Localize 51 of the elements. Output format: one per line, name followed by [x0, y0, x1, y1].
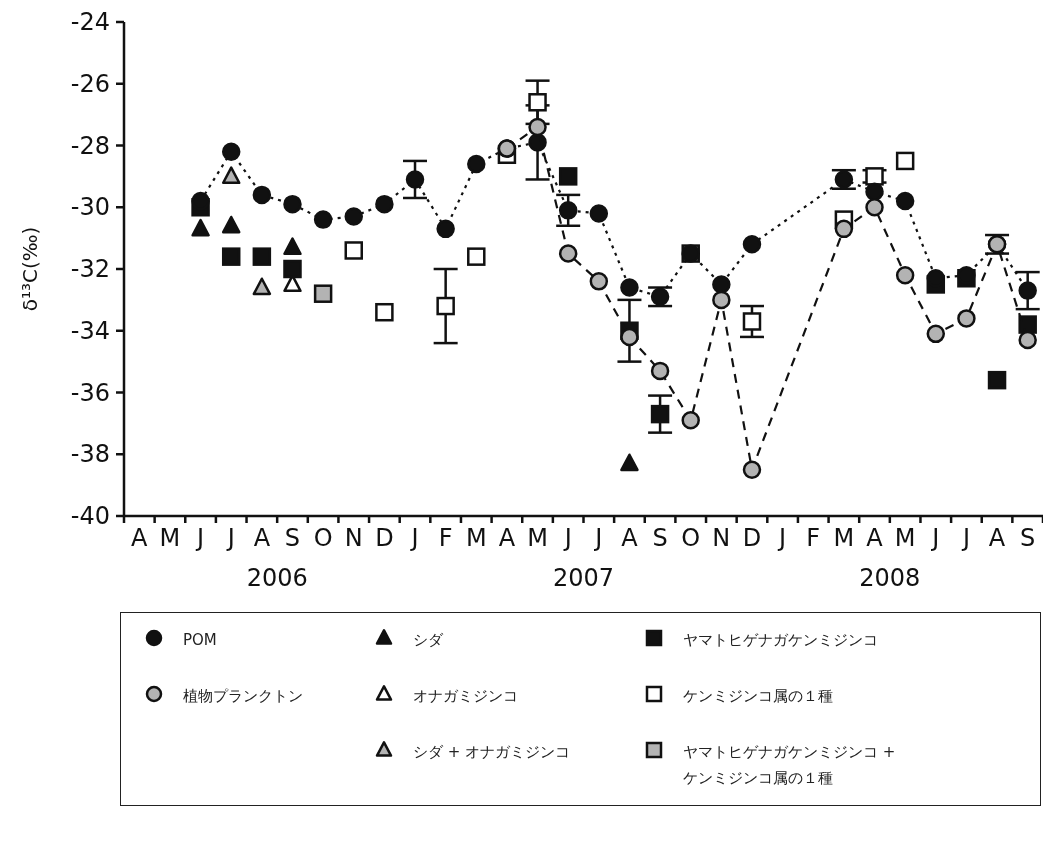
x-tick-label: A: [621, 524, 639, 552]
x-tick-label: N: [344, 524, 363, 552]
y-tick-label: -28: [70, 131, 110, 160]
x-tick-label: J: [930, 524, 940, 552]
y-tick-label: -38: [70, 440, 110, 469]
text: 2007: [551, 564, 616, 592]
x-tick-label: J: [777, 524, 787, 552]
x-tick-label: J: [960, 524, 970, 552]
x-tick-label: M: [894, 524, 916, 552]
x-tick-label: J: [593, 524, 603, 552]
text: 2008: [858, 564, 922, 592]
y-tick-label: -24: [70, 8, 110, 36]
y-tick-label: -40: [70, 502, 110, 530]
x-tick-label: O: [681, 524, 701, 552]
y-tick-label: -34: [70, 316, 110, 345]
x-tick-label: M: [159, 524, 181, 552]
x-tick-label: J: [195, 524, 205, 552]
y-tick-label: -26: [70, 69, 110, 98]
x-tick-label: A: [498, 524, 516, 552]
x-tick-label: J: [225, 524, 235, 552]
x-tick-label: A: [866, 524, 884, 552]
legend-label: ヤマトヒゲナガケンミジンコ: [683, 630, 878, 651]
legend-label: シダ: [413, 630, 443, 651]
x-tick-label: D: [375, 524, 394, 552]
text: 2006: [245, 564, 309, 592]
x-tick-label: F: [438, 524, 453, 552]
x-tick-label: M: [527, 524, 548, 552]
x-tick-label: O: [313, 524, 333, 552]
legend-label: 植物プランクトン: [183, 686, 303, 707]
y-tick-label: -30: [70, 193, 110, 222]
x-tick-label: A: [988, 524, 1006, 552]
x-tick-label: M: [465, 524, 487, 552]
legend-label: シダ + オナガミジンコ: [413, 742, 571, 763]
x-tick-label: A: [253, 524, 271, 552]
x-tick-label: J: [562, 524, 572, 552]
x-tick-label: J: [409, 524, 419, 552]
x-tick-label: M: [833, 524, 855, 552]
legend-label: オナガミジンコ: [413, 686, 518, 707]
legend-label: POM: [183, 630, 217, 651]
y-tick-label: -32: [70, 255, 110, 283]
y-axis-title: δ¹³C(‰): [18, 226, 43, 312]
x-tick-label: S: [284, 524, 301, 552]
legend-label: ヤマトヒゲナガケンミジンコ + ケンミジンコ属の１種: [683, 742, 897, 789]
x-tick-label: N: [712, 524, 731, 552]
x-tick-label: A: [131, 524, 149, 552]
x-tick-label: F: [806, 524, 821, 552]
x-tick-label: S: [652, 524, 668, 552]
y-tick-label: -36: [70, 378, 110, 407]
x-tick-label: D: [742, 524, 762, 552]
x-tick-label: S: [1020, 524, 1036, 552]
legend-label: ケンミジンコ属の１種: [683, 686, 833, 707]
